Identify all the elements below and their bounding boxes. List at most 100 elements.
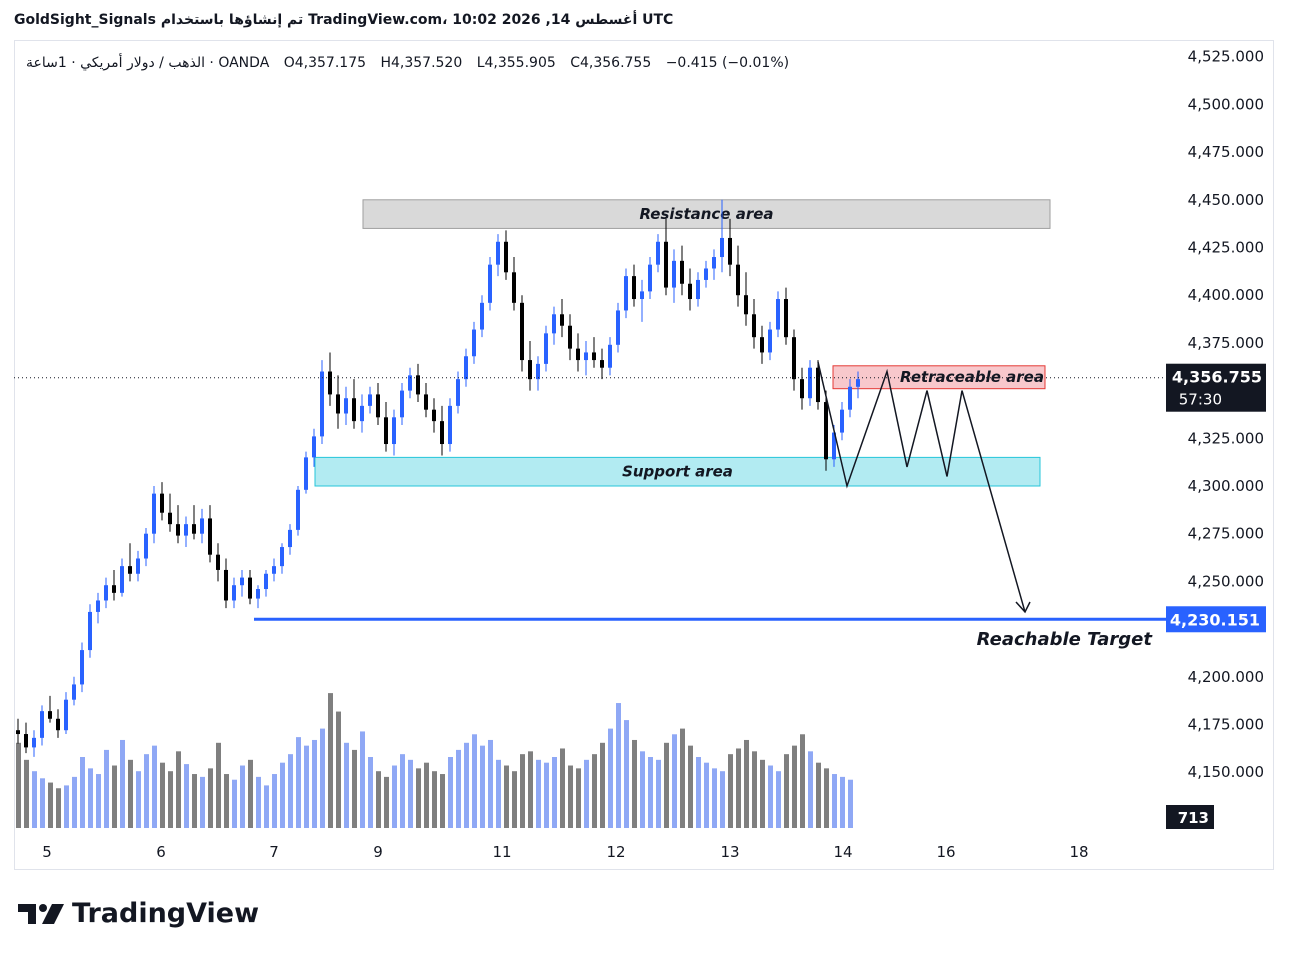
volume-bar xyxy=(608,728,613,828)
volume-bar xyxy=(256,776,261,828)
candle-body xyxy=(840,409,844,433)
x-tick-label: 13 xyxy=(720,843,739,861)
y-tick-label: 4,400.000 xyxy=(1188,286,1264,304)
candle-body xyxy=(344,398,348,414)
volume-bar xyxy=(544,762,549,828)
candle-body xyxy=(168,512,172,525)
candle-body xyxy=(560,314,564,326)
y-tick-label: 4,300.000 xyxy=(1188,477,1264,495)
volume-bar xyxy=(656,759,661,828)
candle-body xyxy=(104,585,108,601)
volume-bar xyxy=(432,771,437,828)
y-tick-label: 4,250.000 xyxy=(1188,572,1264,590)
candle-body xyxy=(376,394,380,418)
candle-body xyxy=(776,299,780,330)
volume-bar xyxy=(712,768,717,828)
volume-bar xyxy=(560,748,565,828)
candle-body xyxy=(616,310,620,345)
volume-bar xyxy=(552,757,557,828)
volume-bar xyxy=(664,742,669,828)
volume-bar xyxy=(592,754,597,828)
candle-body xyxy=(144,533,148,559)
volume-bar xyxy=(488,739,493,828)
candle-body xyxy=(360,405,364,422)
candle-body xyxy=(576,348,580,361)
candle-body xyxy=(208,518,212,555)
volume-bar xyxy=(336,711,341,828)
volume-bar xyxy=(424,762,429,828)
change-value: −0.415 (−0.01%) xyxy=(665,55,790,71)
y-tick-label: 4,150.000 xyxy=(1188,763,1264,781)
x-tick-label: 6 xyxy=(156,843,166,861)
volume-bar xyxy=(680,728,685,828)
candle-body xyxy=(704,268,708,280)
volume-bar xyxy=(320,728,325,828)
volume-bar xyxy=(24,759,29,828)
volume-bar xyxy=(168,771,173,828)
volume-bar xyxy=(584,759,589,828)
candle-body xyxy=(328,371,332,395)
y-tick-label: 4,425.000 xyxy=(1188,239,1264,257)
countdown-badge-text: 57:30 xyxy=(1179,391,1222,409)
volume-bar xyxy=(792,745,797,828)
candle-body xyxy=(856,379,860,387)
open-value: O4,357.175 xyxy=(283,55,367,71)
candle-body xyxy=(200,518,204,534)
volume-bar xyxy=(192,774,197,828)
candle-body xyxy=(72,684,76,700)
x-tick-label: 11 xyxy=(492,843,511,861)
candle-body xyxy=(568,325,572,349)
volume-bar xyxy=(144,754,149,828)
low-value: L4,355.905 xyxy=(476,55,556,71)
candle-body xyxy=(488,264,492,303)
candle-body xyxy=(424,394,428,410)
candle-body xyxy=(272,566,276,574)
volume-bar xyxy=(480,745,485,828)
candle-body xyxy=(528,360,532,380)
candle-body xyxy=(352,398,356,422)
candle-body xyxy=(184,524,188,536)
candle-body xyxy=(432,409,436,422)
target-label: Reachable Target xyxy=(977,629,1154,650)
candle-body xyxy=(752,314,756,338)
volume-bar xyxy=(344,742,349,828)
candle-body xyxy=(216,554,220,570)
candle-body xyxy=(336,394,340,414)
volume-bar xyxy=(264,785,269,828)
candle-body xyxy=(88,611,92,651)
volume-bar xyxy=(128,759,133,828)
zone-0 xyxy=(362,199,1051,229)
volume-bar xyxy=(536,759,541,828)
candle-body xyxy=(728,237,732,265)
volume-bar xyxy=(504,765,509,828)
x-tick-label: 14 xyxy=(833,843,852,861)
volume-bar xyxy=(808,751,813,828)
volume-bar xyxy=(776,771,781,828)
candle-body xyxy=(552,314,556,334)
volume-bar xyxy=(800,734,805,828)
target-price-badge xyxy=(1166,606,1266,633)
y-tick-label: 4,500.000 xyxy=(1188,95,1264,113)
candle-body xyxy=(848,386,852,410)
candle-body xyxy=(80,650,84,685)
candle-body xyxy=(312,436,316,458)
volume-bar xyxy=(616,703,621,828)
volume-bar xyxy=(384,776,389,828)
volume-bar xyxy=(744,739,749,828)
candle-body xyxy=(280,547,284,567)
symbol-name: الذهب / دولار أمريكي · 1ساعة · OANDA xyxy=(26,55,270,71)
candle-body xyxy=(672,260,676,288)
candle-body xyxy=(224,569,228,601)
volume-bar xyxy=(176,751,181,828)
candle-body xyxy=(544,333,548,364)
y-tick-label: 4,275.000 xyxy=(1188,525,1264,543)
tradingview-logo[interactable]: TradingView xyxy=(18,898,259,929)
volume-bar xyxy=(600,742,605,828)
volume-bar xyxy=(72,776,77,828)
candle-body xyxy=(720,237,724,258)
volume-bar xyxy=(184,764,189,828)
volume-bar xyxy=(216,742,221,828)
candle-body xyxy=(584,352,588,361)
candle-body xyxy=(232,585,236,601)
